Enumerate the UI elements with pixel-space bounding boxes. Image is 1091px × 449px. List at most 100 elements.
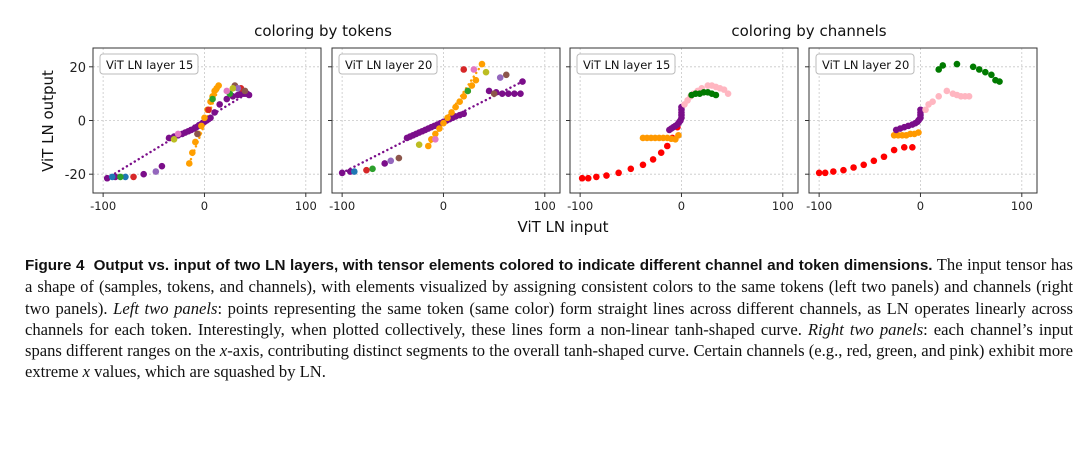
data-point — [198, 122, 205, 130]
data-point — [490, 90, 498, 97]
data-point — [578, 174, 586, 182]
data-point — [350, 168, 358, 175]
x-tick-label: 0 — [678, 199, 685, 213]
data-point — [432, 130, 439, 138]
data-point — [207, 114, 214, 122]
data-point — [627, 165, 635, 173]
group-title-tokens: coloring by tokens — [254, 22, 392, 40]
panel-label: ViT LN layer 20 — [822, 58, 909, 72]
data-point — [223, 87, 231, 95]
data-point — [505, 90, 512, 97]
caption-italic-x: x — [219, 341, 228, 361]
data-point — [432, 135, 439, 143]
data-point — [117, 173, 124, 181]
data-point — [880, 153, 888, 161]
x-tick-label: -100 — [329, 199, 355, 213]
data-point — [929, 98, 936, 106]
figure: coloring by tokens coloring by channels … — [39, 22, 1038, 236]
data-point — [657, 149, 665, 157]
data-point — [424, 142, 432, 150]
caption-italic-right: Right two panels — [807, 319, 924, 339]
data-point — [840, 166, 847, 174]
data-point — [192, 138, 199, 146]
data-point — [519, 78, 526, 85]
data-point — [982, 68, 989, 76]
data-point — [675, 131, 682, 139]
data-point — [953, 60, 961, 68]
data-point — [472, 76, 480, 84]
scatter-panel: -100 0 100 ViT LN layer 20 — [805, 47, 1038, 213]
data-point — [850, 164, 857, 171]
data-point — [485, 87, 493, 95]
panel-label: ViT LN layer 15 — [106, 58, 193, 72]
data-point — [234, 84, 242, 92]
data-point — [363, 166, 370, 174]
data-point — [174, 130, 182, 138]
y-tick-label: 0 — [78, 115, 86, 130]
data-point — [890, 146, 898, 154]
data-point — [965, 93, 973, 100]
x-tick-label: 0 — [201, 199, 208, 213]
data-point — [478, 60, 486, 68]
data-point — [720, 86, 728, 93]
data-point — [444, 114, 451, 122]
data-point — [496, 74, 504, 81]
y-tick-label: 20 — [69, 61, 86, 76]
data-point — [915, 129, 922, 136]
data-point — [996, 78, 1003, 85]
data-point — [456, 98, 463, 106]
data-point — [870, 157, 878, 165]
data-point — [663, 142, 671, 150]
data-point — [603, 172, 610, 179]
data-point — [201, 114, 208, 122]
caption-text-3: : each channel’s input spans different r… — [25, 319, 1073, 361]
data-point — [440, 119, 447, 127]
x-tick-label: -100 — [90, 199, 116, 213]
data-point — [502, 71, 510, 79]
x-tick-label: 100 — [772, 199, 794, 213]
panel-label: ViT LN layer 20 — [345, 58, 432, 72]
data-point — [460, 93, 468, 100]
caption-italic-left: Left two panels — [113, 298, 218, 318]
data-point — [223, 95, 231, 103]
data-point — [649, 156, 657, 163]
x-axis-label: ViT LN input — [518, 218, 609, 236]
x-tick-label: -100 — [567, 199, 593, 213]
data-point — [122, 173, 129, 181]
data-point — [460, 66, 468, 73]
data-point — [395, 154, 403, 162]
data-point — [939, 62, 947, 69]
data-point — [209, 95, 216, 103]
data-point — [517, 90, 524, 97]
data-point — [415, 141, 423, 148]
data-point — [464, 87, 472, 95]
data-point — [460, 110, 468, 118]
data-point — [724, 90, 732, 97]
x-tick-label: 100 — [295, 199, 317, 213]
data-point — [165, 134, 173, 142]
caption-title: Output vs. input of two LN layers, with … — [93, 257, 933, 274]
scatter-panel: -100 0 100 -20 0 20 ViT LN layer 15 — [65, 47, 322, 213]
data-point — [917, 106, 924, 114]
data-point — [189, 149, 196, 157]
data-point — [988, 71, 995, 79]
caption-italic-x: x — [82, 362, 90, 382]
data-point — [969, 63, 977, 71]
data-point — [943, 87, 951, 95]
caption-text-5: values, which are squashed by LN. — [94, 362, 326, 382]
data-point — [216, 101, 223, 108]
data-point — [935, 66, 943, 73]
data-point — [211, 109, 218, 116]
panel-label: ViT LN layer 15 — [583, 58, 670, 72]
data-point — [468, 82, 476, 89]
panel-label-box — [338, 53, 438, 75]
figure-caption: Figure 4 Output vs. input of two LN laye… — [25, 254, 1073, 383]
data-point — [185, 160, 193, 167]
x-tick-label: -100 — [806, 199, 832, 213]
x-tick-label: 0 — [440, 199, 447, 213]
data-point — [860, 161, 868, 169]
data-point — [205, 106, 212, 114]
data-point — [815, 169, 823, 177]
panel-label-box — [815, 53, 915, 75]
scatter-panel: -100 0 100 ViT LN layer 20 — [328, 47, 561, 213]
